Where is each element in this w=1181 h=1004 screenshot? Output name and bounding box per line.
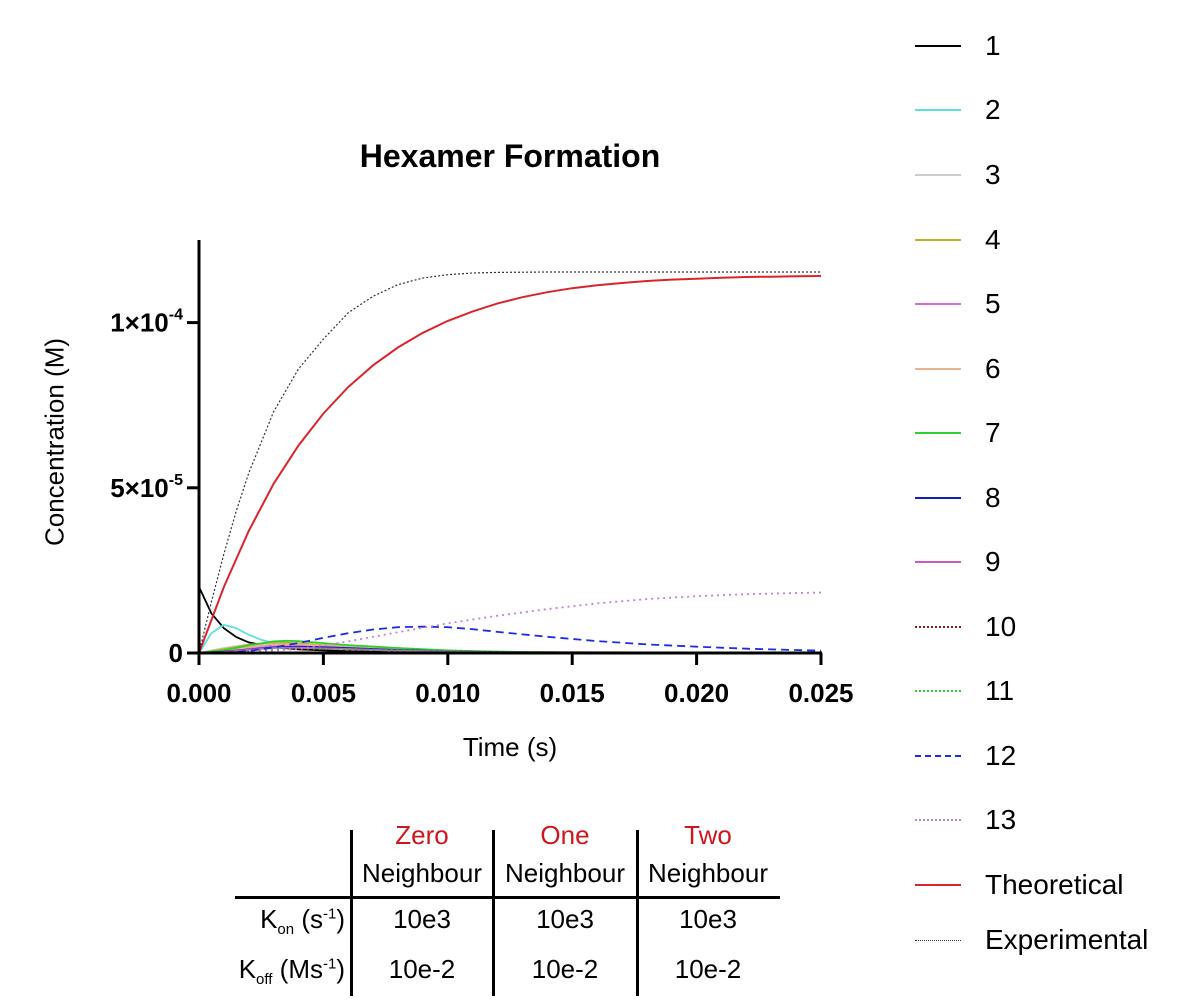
table-cell: 10e3	[393, 904, 451, 934]
y-tick-label: 0	[169, 638, 183, 668]
y-tick-label: 1×10-4	[110, 307, 183, 338]
series-line-12	[198, 625, 822, 654]
table-cell: 10e3	[679, 904, 737, 934]
table-cell: 10e-2	[388, 954, 456, 984]
legend-swatch	[915, 45, 961, 47]
legend-swatch	[915, 819, 961, 821]
legend-swatch	[915, 109, 961, 111]
legend-swatch	[915, 755, 961, 757]
legend-item: 8	[915, 478, 1001, 518]
legend-label: Theoretical	[985, 869, 1124, 900]
legend-label: 1	[985, 30, 1001, 61]
table-header-bottom: Neighbour	[505, 858, 625, 888]
x-tick-label: 0.000	[166, 678, 231, 708]
legend-swatch	[915, 884, 961, 886]
legend-label: 6	[985, 353, 1001, 384]
series-line-13	[198, 591, 822, 654]
y-axis-label: Concentration (M)	[39, 337, 70, 547]
legend-item: Experimental	[915, 920, 1148, 960]
series-line-theoretical	[198, 275, 822, 654]
legend-label: 8	[985, 482, 1001, 513]
table-header-rule	[235, 896, 780, 899]
legend-label: 2	[985, 94, 1001, 125]
table-header-top: One	[540, 820, 590, 850]
table-divider	[492, 830, 495, 996]
legend-swatch	[915, 368, 961, 370]
legend-item: 9	[915, 542, 1001, 582]
y-tick-exponent: -5	[169, 472, 183, 489]
table-header-bottom: Neighbour	[648, 858, 768, 888]
legend-item: 2	[915, 90, 1001, 130]
legend-label: Experimental	[985, 924, 1149, 955]
legend-swatch	[915, 561, 961, 563]
legend-label: 4	[985, 224, 1001, 255]
table-divider	[350, 830, 353, 996]
legend-swatch	[915, 174, 961, 176]
table-row-label: Kon (s-1)	[260, 904, 345, 939]
x-tick-label: 0.015	[540, 678, 605, 708]
y-tick-exponent: -4	[169, 307, 183, 324]
legend-item: 4	[915, 220, 1001, 260]
table-row-label: Koff (Ms-1)	[238, 954, 345, 989]
legend-item: 3	[915, 155, 1001, 195]
legend-swatch	[915, 497, 961, 499]
legend-label: 12	[985, 740, 1017, 771]
legend-item: 13	[915, 800, 1016, 840]
legend-label: 7	[985, 417, 1001, 448]
y-tick-label: 5×10-5	[110, 472, 183, 503]
legend-swatch	[915, 626, 961, 628]
legend-label: 11	[985, 675, 1015, 706]
table-header-top: Zero	[395, 820, 449, 850]
chart-title: Hexamer Formation	[359, 138, 661, 174]
legend-label: 9	[985, 546, 1001, 577]
legend-item: 6	[915, 349, 1001, 389]
legend-swatch	[915, 303, 961, 305]
legend-item: 12	[915, 736, 1016, 776]
legend-label: 13	[985, 804, 1017, 835]
x-tick-label: 0.025	[788, 678, 853, 708]
legend-item: 7	[915, 413, 1001, 453]
legend-label: 5	[985, 288, 1001, 319]
rate-constants-table: Zero Neighbour One Neighbour Two Neighbo…	[235, 818, 780, 996]
legend-swatch	[915, 239, 961, 241]
table-header-top: Two	[684, 820, 732, 850]
legend-item: 11	[915, 671, 1014, 711]
table-cell: 10e-2	[531, 954, 599, 984]
table-cell: 10e-2	[674, 954, 742, 984]
x-axis-label: Time (s)	[462, 732, 558, 762]
legend-swatch	[915, 690, 961, 692]
table-header-bottom: Neighbour	[362, 858, 482, 888]
legend-item: 10	[915, 607, 1016, 647]
legend-item: 5	[915, 284, 1001, 324]
legend-item: 1	[915, 26, 1001, 66]
x-tick-label: 0.020	[664, 678, 729, 708]
table-divider	[636, 830, 639, 996]
legend-item: Theoretical	[915, 865, 1124, 905]
legend-label: 10	[985, 611, 1017, 642]
table-cell: 10e3	[536, 904, 594, 934]
series-line-experimental	[198, 271, 821, 654]
x-tick-label: 0.005	[291, 678, 356, 708]
legend-swatch	[915, 432, 961, 434]
legend-swatch	[915, 939, 961, 941]
x-tick-label: 0.010	[415, 678, 480, 708]
legend-label: 3	[985, 159, 1001, 190]
